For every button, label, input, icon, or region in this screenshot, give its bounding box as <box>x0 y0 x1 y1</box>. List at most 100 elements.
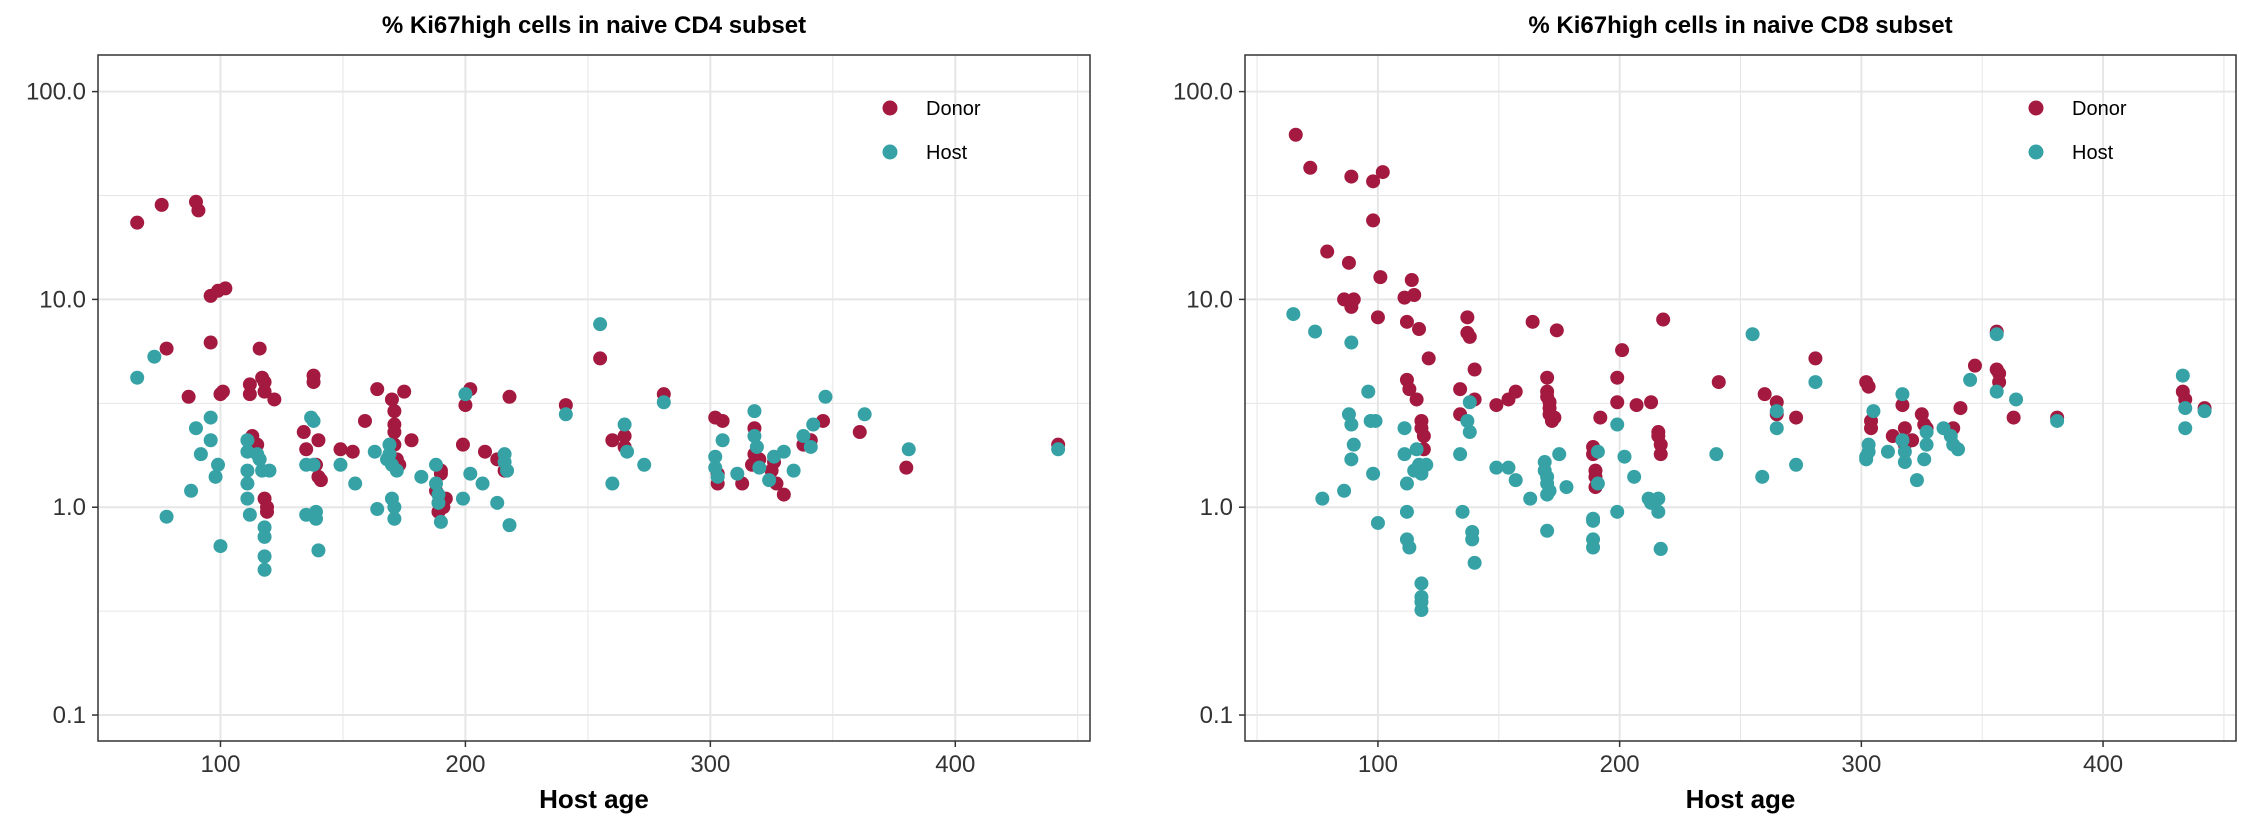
data-point-host <box>1523 491 1538 506</box>
data-point-host <box>2178 401 2193 416</box>
data-point-donor <box>260 500 275 515</box>
data-point-host <box>1951 442 1966 457</box>
data-point-host <box>1346 437 1361 452</box>
data-point-host <box>593 317 608 332</box>
data-point-donor <box>181 389 196 404</box>
data-point-donor <box>357 413 372 428</box>
series-donor <box>130 194 1066 519</box>
data-point-host <box>715 433 730 448</box>
data-point-donor <box>605 433 620 448</box>
data-point-host <box>240 476 255 491</box>
data-point-host <box>796 429 811 444</box>
data-point-host <box>348 476 363 491</box>
data-point-host <box>414 469 429 484</box>
data-point-host <box>458 387 473 402</box>
data-point-host <box>1368 413 1383 428</box>
data-point-donor <box>1593 410 1608 425</box>
data-point-host <box>433 514 448 529</box>
series-host <box>1286 307 2212 618</box>
data-point-host <box>257 562 272 577</box>
data-point-host <box>1880 444 1895 459</box>
data-point-donor <box>1416 429 1431 444</box>
data-point-host <box>1465 532 1480 547</box>
data-point-host <box>240 433 255 448</box>
data-point-host <box>1610 417 1625 432</box>
data-point-host <box>1590 444 1605 459</box>
data-point-donor <box>242 387 257 402</box>
legend-key-donor <box>2028 100 2044 116</box>
data-point-host <box>762 473 777 488</box>
data-point-donor <box>1320 244 1335 259</box>
data-point-donor <box>1373 270 1388 285</box>
data-point-host <box>262 463 277 478</box>
data-point-host <box>311 543 326 558</box>
data-point-host <box>1963 372 1978 387</box>
data-point-host <box>1399 476 1414 491</box>
data-point-donor <box>1346 292 1361 307</box>
data-point-donor <box>191 203 206 218</box>
data-point-host <box>502 518 517 533</box>
data-point-host <box>1559 480 1574 495</box>
data-point-host <box>1397 447 1412 462</box>
data-point-donor <box>306 375 321 390</box>
data-point-host <box>1399 504 1414 519</box>
data-point-host <box>637 457 652 472</box>
data-point-donor <box>1808 351 1823 366</box>
data-point-host <box>184 483 199 498</box>
data-point-host <box>1467 555 1482 570</box>
data-point-donor <box>242 377 257 392</box>
data-point-host <box>2197 404 2212 419</box>
data-point-host <box>857 407 872 422</box>
data-point-donor <box>1409 392 1424 407</box>
data-point-host <box>1419 457 1434 472</box>
data-point-host <box>1462 395 1477 410</box>
data-point-host <box>203 433 218 448</box>
data-point-donor <box>1897 421 1912 436</box>
data-point-donor <box>617 429 632 444</box>
data-point-host <box>2178 421 2193 436</box>
data-point-donor <box>593 351 608 366</box>
data-point-donor <box>1656 312 1671 327</box>
y-tick-label: 1.0 <box>1200 494 1233 521</box>
y-tick-label: 100.0 <box>1173 79 1233 106</box>
data-point-donor <box>1711 375 1726 390</box>
legend-label-donor: Donor <box>926 98 981 120</box>
data-point-host <box>1489 460 1504 475</box>
data-point-donor <box>1467 362 1482 377</box>
data-point-donor <box>1615 343 1630 358</box>
y-tick-label: 0.1 <box>53 702 86 729</box>
data-point-host <box>1402 540 1417 555</box>
data-point-donor <box>130 215 145 230</box>
data-point-donor <box>1629 398 1644 413</box>
data-point-host <box>1414 603 1429 618</box>
data-point-host <box>605 476 620 491</box>
x-tick-label: 100 <box>200 751 240 778</box>
legend-label-host: Host <box>926 142 968 164</box>
data-point-host <box>1051 442 1066 457</box>
data-point-donor <box>218 281 233 296</box>
data-point-host <box>1610 504 1625 519</box>
data-point-donor <box>455 437 470 452</box>
data-point-donor <box>1953 401 1968 416</box>
data-point-host <box>1755 469 1770 484</box>
data-point-host <box>1462 425 1477 440</box>
data-point-host <box>1542 483 1557 498</box>
data-point-donor <box>387 404 402 419</box>
data-point-donor <box>1861 379 1876 394</box>
data-point-host <box>387 500 402 515</box>
data-point-host <box>1769 421 1784 436</box>
data-point-host <box>2009 392 2024 407</box>
chart-panel-2: 100 200 300 400 0.1 1.0 10.0 100.0 % Ki67high ce… <box>1173 12 2237 814</box>
y-tick-label: 10.0 <box>1186 286 1233 313</box>
data-point-host <box>656 395 671 410</box>
data-point-host <box>1909 473 1924 488</box>
x-tick-label: 400 <box>2083 751 2123 778</box>
data-point-donor <box>387 425 402 440</box>
data-point-host <box>1414 576 1429 591</box>
data-point-host <box>1455 504 1470 519</box>
data-point-donor <box>1540 370 1555 385</box>
data-point-host <box>1586 540 1601 555</box>
data-point-host <box>1552 447 1567 462</box>
data-point-donor <box>502 389 517 404</box>
